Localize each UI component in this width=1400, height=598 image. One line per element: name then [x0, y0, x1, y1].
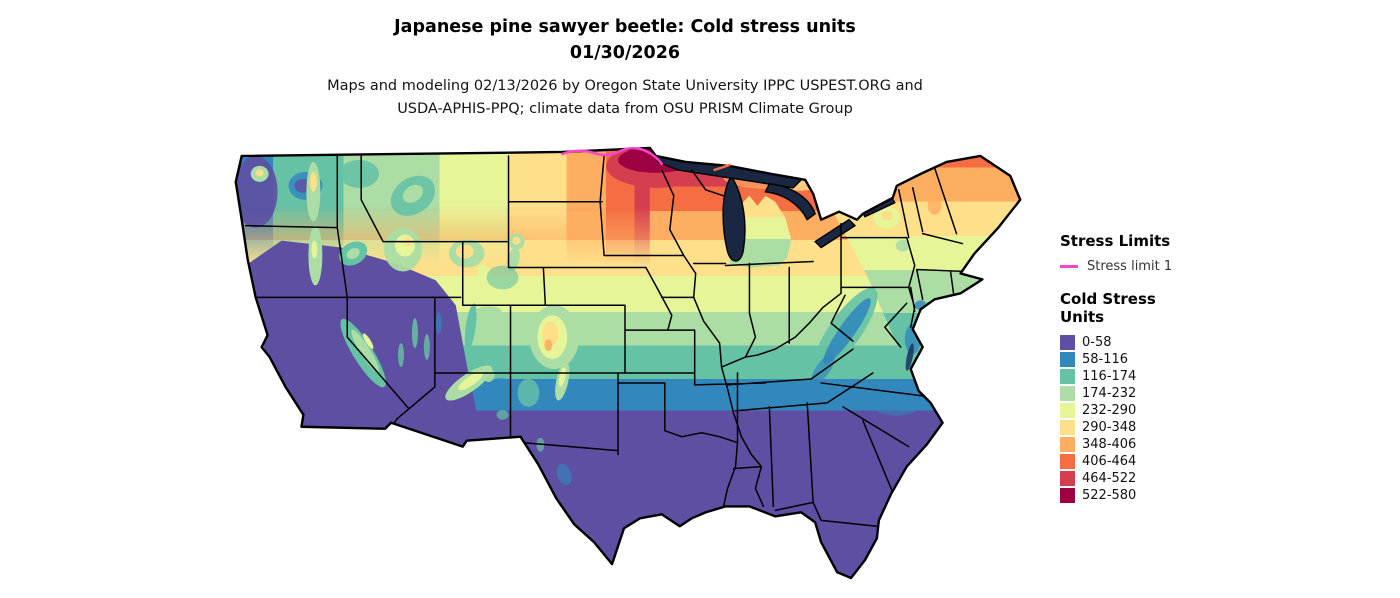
- legend-bin-label: 232-290: [1082, 403, 1137, 418]
- legend-bin-swatch: [1060, 335, 1075, 350]
- legend-bin-label: 116-174: [1082, 369, 1137, 384]
- title-line-2: 01/30/2026: [569, 43, 681, 63]
- legend-bin-swatch: [1060, 420, 1075, 435]
- legend-bin-row: 290-348: [1060, 420, 1230, 435]
- title-line-1: Japanese pine sawyer beetle: Cold stress…: [394, 17, 856, 37]
- lake-erie: [814, 218, 857, 249]
- legend-bin-label: 348-406: [1082, 437, 1137, 452]
- us-cold-stress-map: [234, 146, 1022, 580]
- legend: Stress Limits Stress limit 1 Cold Stress…: [1060, 232, 1230, 505]
- stress-limit-dash-orange: [713, 163, 731, 172]
- legend-bin-row: 464-522: [1060, 471, 1230, 486]
- cold-stress-units-title: Cold Stress Units: [1060, 290, 1230, 326]
- state-borders: [244, 155, 966, 528]
- legend-bin-row: 348-406: [1060, 437, 1230, 452]
- subtitle-line-2: USDA-APHIS-PPQ; climate data from OSU PR…: [397, 101, 853, 117]
- units-title-line-1: Cold Stress: [1060, 290, 1156, 308]
- stress-limit-line: [561, 146, 664, 166]
- legend-bin-label: 290-348: [1082, 420, 1137, 435]
- legend-bin-row: 116-174: [1060, 369, 1230, 384]
- lake-michigan: [722, 177, 746, 262]
- legend-bin-swatch: [1060, 369, 1075, 384]
- lower-michigan-patch: [729, 195, 792, 268]
- legend-bin-swatch: [1060, 437, 1075, 452]
- legend-bin-row: 174-232: [1060, 386, 1230, 401]
- subtitle-line-1: Maps and modeling 02/13/2026 by Oregon S…: [327, 78, 923, 94]
- stress-limit-swatch: [1060, 265, 1078, 268]
- legend-bin-swatch: [1060, 352, 1075, 367]
- legend-bin-row: 58-116: [1060, 352, 1230, 367]
- legend-bin-row: 406-464: [1060, 454, 1230, 469]
- terrain-speckles: [235, 155, 955, 486]
- stress-limit-item: Stress limit 1: [1060, 259, 1230, 274]
- legend-bin-label: 522-580: [1082, 488, 1137, 503]
- legend-bin-swatch: [1060, 471, 1075, 486]
- legend-bin-swatch: [1060, 488, 1075, 503]
- southwest-purple-zone: [245, 240, 479, 425]
- map-header: Japanese pine sawyer beetle: Cold stress…: [205, 14, 1045, 121]
- page-title: Japanese pine sawyer beetle: Cold stress…: [205, 14, 1045, 66]
- page-subtitle: Maps and modeling 02/13/2026 by Oregon S…: [205, 75, 1045, 121]
- legend-bin-swatch: [1060, 454, 1075, 469]
- legend-bin-label: 406-464: [1082, 454, 1137, 469]
- legend-bin-row: 0-58: [1060, 335, 1230, 350]
- legend-bin-row: 522-580: [1060, 488, 1230, 503]
- stress-limits-title: Stress Limits: [1060, 232, 1171, 250]
- lake-huron: [764, 183, 816, 221]
- legend-bin-label: 174-232: [1082, 386, 1137, 401]
- legend-bin-row: 232-290: [1060, 403, 1230, 418]
- map-area: [210, 146, 1040, 594]
- legend-bin-label: 464-522: [1082, 471, 1137, 486]
- legend-bins: 0-58 58-116 116-174 174-232 232-290 290-348 34…: [1060, 335, 1230, 503]
- chesapeake-bay: [905, 343, 914, 371]
- legend-bin-label: 58-116: [1082, 352, 1129, 367]
- legend-bin-swatch: [1060, 386, 1075, 401]
- legend-bin-swatch: [1060, 403, 1075, 418]
- stress-limit-label: Stress limit 1: [1087, 259, 1173, 274]
- units-title-line-2: Units: [1060, 308, 1105, 326]
- legend-bin-label: 0-58: [1082, 335, 1112, 350]
